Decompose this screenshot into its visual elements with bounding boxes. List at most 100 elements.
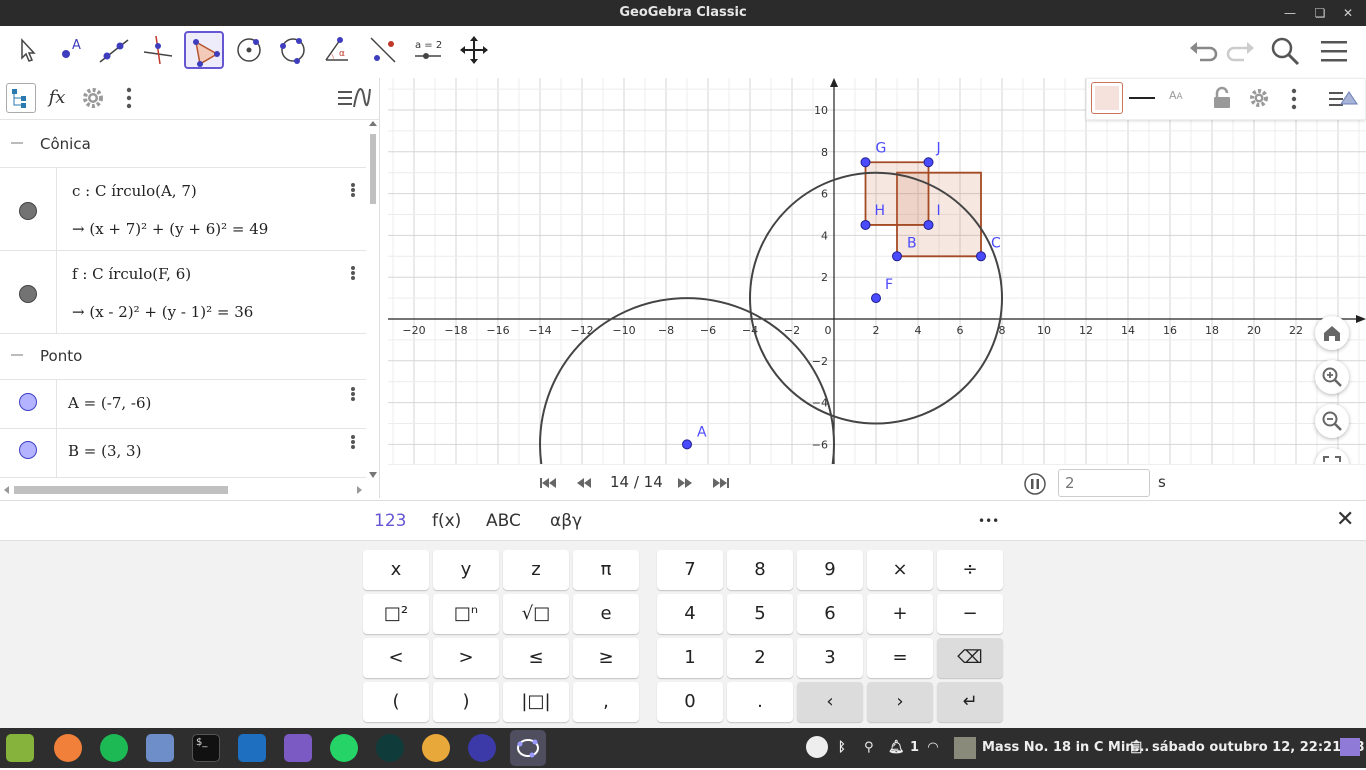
- graphics-more-icon[interactable]: [1287, 86, 1301, 116]
- key-r3-1[interactable]: .: [727, 682, 793, 722]
- lock-icon[interactable]: [1211, 86, 1235, 114]
- move-tool-icon[interactable]: [6, 31, 46, 69]
- visibility-toggle-A[interactable]: [19, 393, 37, 411]
- zoom-in-icon[interactable]: [1315, 360, 1349, 394]
- slider-tool-icon[interactable]: a = 2: [408, 31, 448, 69]
- whatsapp-icon[interactable]: [330, 734, 358, 762]
- color-picker-icon[interactable]: [1091, 82, 1123, 114]
- key-r0-2[interactable]: 9: [797, 550, 863, 590]
- key-l1-1[interactable]: □ⁿ: [433, 594, 499, 634]
- key-r3-3[interactable]: ›: [867, 682, 933, 722]
- algebra-row-B[interactable]: B = (3, 3): [0, 429, 366, 478]
- previous-step-icon[interactable]: [574, 475, 594, 495]
- key-r3-2[interactable]: ‹: [797, 682, 863, 722]
- key-l1-3[interactable]: e: [573, 594, 639, 634]
- key-l2-0[interactable]: <: [363, 638, 429, 678]
- wifi-icon[interactable]: ◠: [928, 740, 938, 755]
- key-r1-4[interactable]: −: [937, 594, 1003, 634]
- gitkraken-icon[interactable]: [376, 734, 404, 762]
- minimize-icon[interactable]: —: [1284, 6, 1296, 20]
- key-r3-0[interactable]: 0: [657, 682, 723, 722]
- vscode-icon[interactable]: [238, 734, 266, 762]
- algebra-more-icon[interactable]: [118, 83, 148, 113]
- key-r1-2[interactable]: 6: [797, 594, 863, 634]
- point-tool-icon[interactable]: A: [50, 31, 90, 69]
- whatsapp-tray-icon[interactable]: [806, 736, 828, 758]
- restore-icon[interactable]: ❏: [1314, 6, 1326, 20]
- last-step-icon[interactable]: [711, 475, 731, 495]
- view-toggle-icon[interactable]: [336, 83, 372, 113]
- definition-f[interactable]: f : C írculo(F, 6): [72, 265, 192, 283]
- geogebra-taskbar-icon[interactable]: [510, 730, 546, 766]
- polygon-tool-icon[interactable]: [184, 31, 224, 69]
- graphics-canvas[interactable]: −20 −18 −16 −14 −12 −10 −8 −6 −4 −2 0 2 4 6 8 10 12 14 16 1…: [388, 78, 1366, 464]
- circle-three-points-tool-icon[interactable]: [273, 31, 313, 69]
- group-ponto[interactable]: Ponto: [0, 334, 366, 380]
- key-r0-0[interactable]: 7: [657, 550, 723, 590]
- location-icon[interactable]: ⚲: [864, 740, 874, 755]
- algebra-row-f[interactable]: f : C írculo(F, 6) → (x - 2)² + (y - 1)²…: [0, 251, 366, 334]
- key-l1-0[interactable]: □²: [363, 594, 429, 634]
- visibility-toggle-B[interactable]: [19, 441, 37, 459]
- key-l0-1[interactable]: y: [433, 550, 499, 590]
- collapse-icon[interactable]: [11, 142, 23, 144]
- definition-c[interactable]: c : C írculo(A, 7): [72, 182, 197, 200]
- key-r0-1[interactable]: 8: [727, 550, 793, 590]
- key-r2-4[interactable]: ⌫: [937, 638, 1003, 678]
- key-r1-1[interactable]: 5: [727, 594, 793, 634]
- key-l3-0[interactable]: (: [363, 682, 429, 722]
- graphics-view[interactable]: −20 −18 −16 −14 −12 −10 −8 −6 −4 −2 0 2 4 6 8 10 12 14 16 1…: [388, 78, 1366, 464]
- tab-greek[interactable]: αβγ: [550, 511, 583, 531]
- group-conica[interactable]: Cônica: [0, 122, 366, 168]
- text-style-icon[interactable]: AA: [1169, 89, 1183, 102]
- clipboard-icon[interactable]: 📋︎: [1128, 740, 1145, 755]
- fx-icon[interactable]: 𝑓x: [48, 87, 66, 108]
- angle-tool-icon[interactable]: α: [318, 31, 358, 69]
- key-r1-0[interactable]: 4: [657, 594, 723, 634]
- key-r3-4[interactable]: ↵: [937, 682, 1003, 722]
- graphics-view-toggle-icon[interactable]: [1327, 86, 1363, 118]
- keyboard-more-icon[interactable]: •••: [978, 514, 1000, 528]
- row-more-icon[interactable]: [350, 434, 356, 452]
- line-style-icon[interactable]: [1129, 97, 1155, 99]
- visibility-toggle-c[interactable]: [19, 202, 37, 220]
- visibility-toggle-f[interactable]: [19, 285, 37, 303]
- first-step-icon[interactable]: [538, 475, 558, 495]
- graphics-settings-gear-icon[interactable]: [1247, 86, 1271, 114]
- key-r0-4[interactable]: ÷: [937, 550, 1003, 590]
- key-l1-2[interactable]: √□: [503, 594, 569, 634]
- key-l3-3[interactable]: ,: [573, 682, 639, 722]
- zoom-out-icon[interactable]: [1315, 404, 1349, 438]
- key-l0-2[interactable]: z: [503, 550, 569, 590]
- row-more-icon[interactable]: [350, 182, 356, 200]
- settings-gear-icon[interactable]: [78, 83, 108, 113]
- definition-A[interactable]: A = (-7, -6): [68, 394, 152, 412]
- equalizer-icon[interactable]: [468, 734, 496, 762]
- notifications-icon[interactable]: 🔔︎: [888, 740, 905, 755]
- horizontal-scrollbar[interactable]: [0, 482, 366, 496]
- key-r2-1[interactable]: 2: [727, 638, 793, 678]
- row-more-icon[interactable]: [350, 386, 356, 404]
- key-r2-0[interactable]: 1: [657, 638, 723, 678]
- pause-icon[interactable]: [1024, 473, 1046, 499]
- algebra-row-A[interactable]: A = (-7, -6): [0, 380, 366, 429]
- key-r2-2[interactable]: 3: [797, 638, 863, 678]
- tab-abc[interactable]: ABC: [486, 511, 521, 531]
- chrome-icon[interactable]: [422, 734, 450, 762]
- key-l3-2[interactable]: |□|: [503, 682, 569, 722]
- close-keyboard-icon[interactable]: ✕: [1336, 507, 1355, 532]
- clock[interactable]: sábado outubro 12, 22:21:38: [1152, 740, 1365, 755]
- collapse-icon[interactable]: [11, 354, 23, 356]
- line-tool-icon[interactable]: [94, 31, 134, 69]
- main-menu-icon[interactable]: [1318, 34, 1352, 68]
- undo-icon[interactable]: [1186, 34, 1220, 68]
- algebra-row-c[interactable]: c : C írculo(A, 7) → (x + 7)² + (y + 6)²…: [0, 168, 366, 251]
- key-r0-3[interactable]: ×: [867, 550, 933, 590]
- home-icon[interactable]: [1315, 316, 1349, 350]
- key-l0-3[interactable]: π: [573, 550, 639, 590]
- key-l2-3[interactable]: ≥: [573, 638, 639, 678]
- row-more-icon[interactable]: [350, 265, 356, 283]
- media-title[interactable]: Mass No. 18 in C Min...: [982, 740, 1150, 755]
- key-r1-3[interactable]: +: [867, 594, 933, 634]
- search-icon[interactable]: [1268, 34, 1302, 68]
